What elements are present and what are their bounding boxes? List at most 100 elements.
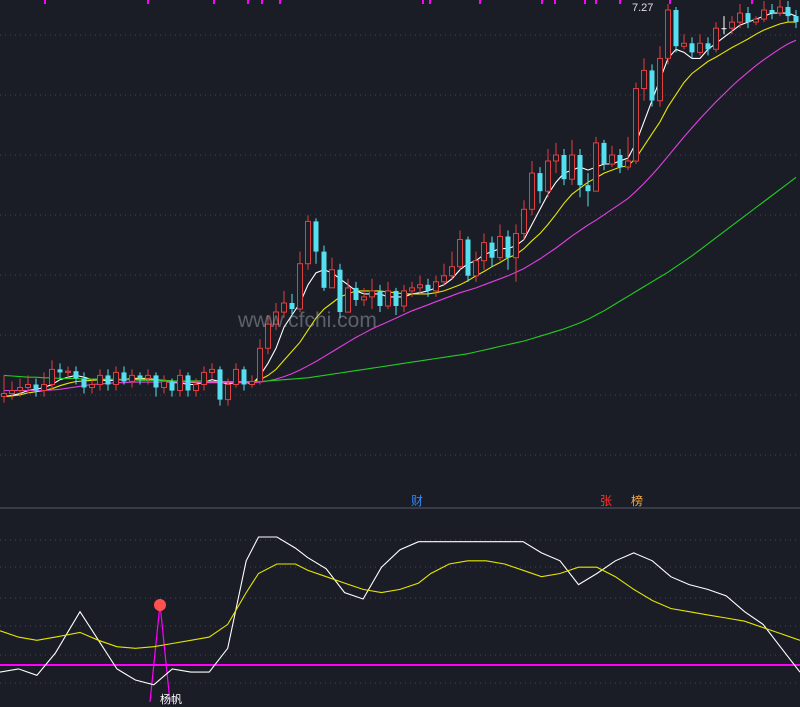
candle-body: [193, 384, 199, 391]
candle-body: [153, 375, 159, 388]
candle-body: [417, 284, 423, 289]
candle-body: [145, 374, 151, 379]
candle-body: [185, 375, 191, 391]
candle-body: [393, 290, 399, 306]
candle-body: [665, 9, 671, 59]
candle-body: [553, 154, 559, 162]
candle-body: [17, 387, 23, 391]
osc-fast-line: [0, 536, 800, 686]
candle-body: [217, 369, 223, 400]
candle-body: [121, 372, 127, 382]
candle-body: [273, 311, 279, 325]
candle-body: [97, 374, 103, 385]
candle-body: [769, 10, 775, 13]
candle-body: [681, 42, 687, 47]
candle-body: [457, 239, 463, 268]
candle-body: [89, 384, 95, 388]
candle-body: [529, 172, 535, 210]
candle-body: [577, 155, 583, 186]
candle-body: [473, 260, 479, 277]
candle-body: [505, 236, 511, 258]
candle-body: [9, 390, 15, 394]
candle-body: [593, 142, 599, 192]
signal-spike: [149, 603, 171, 703]
candle-body: [689, 43, 695, 53]
candle-body: [425, 284, 431, 291]
candle-body: [177, 374, 183, 391]
candle-body: [65, 370, 71, 373]
candle-body: [537, 173, 543, 192]
candle-body: [753, 18, 759, 23]
candle-body: [761, 9, 767, 20]
candle-body: [41, 384, 47, 391]
candle-body: [641, 69, 647, 90]
candle-body: [617, 155, 623, 168]
candle-body: [81, 378, 87, 388]
candle-body: [489, 242, 495, 258]
candle-body: [105, 375, 111, 385]
candle-body: [785, 7, 791, 17]
candle-body: [281, 302, 287, 313]
candle-body: [481, 242, 487, 262]
candle-body: [249, 381, 255, 385]
candle-body: [585, 185, 591, 192]
candle-body: [337, 269, 343, 312]
price-label: 7.27: [632, 2, 654, 14]
candle-body: [497, 236, 503, 259]
candle-body: [569, 154, 575, 180]
candle-body: [73, 371, 79, 379]
candle-body: [1, 393, 7, 397]
candle-body: [401, 290, 407, 307]
tag-zhang: 张: [600, 494, 613, 508]
candle-body: [129, 374, 135, 382]
candle-body: [673, 10, 679, 47]
candle-body: [305, 220, 311, 265]
candle-body: [25, 384, 31, 388]
candle-body: [521, 208, 527, 235]
candle-body: [441, 275, 447, 283]
signal-marker-icon: [154, 599, 166, 611]
candle-body: [721, 28, 727, 30]
candle-body: [297, 263, 303, 310]
candle-body: [705, 43, 711, 50]
candle-body: [409, 287, 415, 292]
signal-label: 杨帆: [160, 693, 182, 706]
candle-body: [737, 12, 743, 23]
candle-body: [449, 266, 455, 277]
candle-body: [313, 221, 319, 252]
candle-body: [49, 368, 55, 385]
candle-body: [329, 269, 335, 289]
candle-body: [361, 296, 367, 301]
candle-body: [793, 16, 799, 23]
candle-body: [321, 251, 327, 288]
candle-body: [777, 6, 783, 14]
tag-bang: 榜: [631, 494, 644, 508]
candle-body: [625, 160, 631, 168]
candle-body: [257, 347, 263, 382]
ma-line-60: [3, 176, 797, 383]
ma-line-5: [3, 12, 797, 398]
candle-body: [353, 287, 359, 300]
candle-body: [57, 369, 63, 373]
watermark: www.cfchi.com: [238, 309, 377, 332]
candle-body: [345, 287, 351, 313]
candle-body: [113, 371, 119, 385]
candle-body: [713, 27, 719, 50]
candle-body: [233, 368, 239, 385]
candle-body: [729, 21, 735, 29]
candle-body: [369, 290, 375, 298]
ma-line-10: [3, 21, 796, 398]
candle-body: [649, 70, 655, 101]
candle-body: [609, 154, 615, 165]
candle-body: [169, 381, 175, 391]
tag-cai: 财: [411, 494, 424, 508]
candle-body: [465, 239, 471, 276]
candle-body: [161, 381, 167, 388]
osc-slow-line: [0, 560, 800, 649]
candle-body: [265, 323, 271, 349]
candle-body: [601, 142, 607, 164]
candle-body: [545, 160, 551, 192]
candle-body: [209, 368, 215, 373]
